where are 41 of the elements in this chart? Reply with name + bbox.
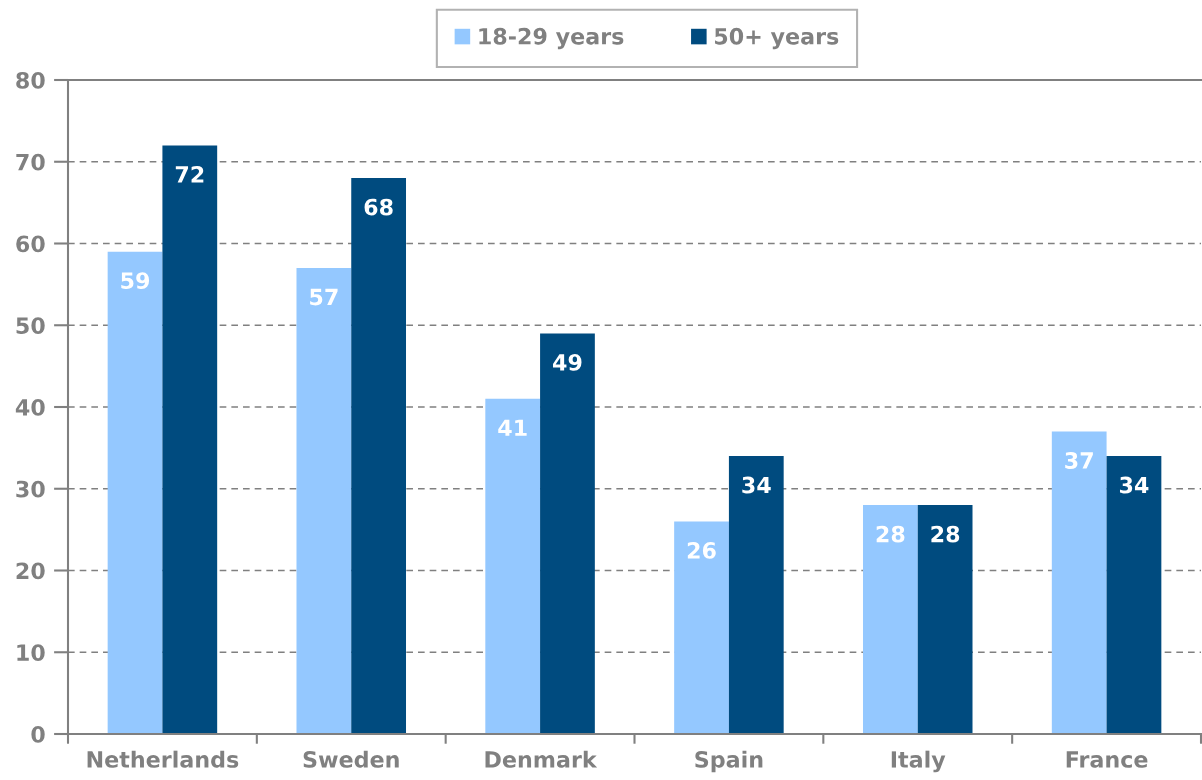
y-tick-label: 10 — [17, 644, 45, 662]
data-label: 28 — [931, 525, 960, 543]
bar — [540, 333, 595, 734]
y-tick-label: 30 — [16, 480, 45, 498]
x-tick-label: Denmark — [485, 750, 598, 768]
bar — [728, 456, 784, 734]
bar — [1106, 456, 1162, 734]
y-tick-label: 0 — [31, 725, 45, 743]
y-tick-label: 20 — [16, 562, 45, 580]
bar — [1051, 431, 1107, 734]
y-tick-label: 50 — [16, 317, 45, 335]
bar — [296, 268, 352, 734]
data-label: 49 — [553, 354, 582, 371]
y-tick-label: 60 — [16, 235, 45, 253]
x-tick-label: Italy — [891, 750, 946, 773]
x-tick-label: Sweden — [303, 750, 399, 768]
data-label: 68 — [364, 198, 393, 216]
data-label: 37 — [1065, 452, 1093, 469]
y-tick-label: 80 — [16, 71, 45, 89]
bar — [862, 505, 918, 734]
legend-label: 18-29 years — [479, 27, 624, 50]
data-label: 26 — [687, 542, 716, 559]
data-label: 41 — [498, 419, 527, 436]
bar — [351, 178, 407, 734]
legend-label: 50+ years — [715, 27, 839, 50]
bar — [485, 398, 541, 734]
bar — [917, 505, 973, 734]
x-tick-label: France — [1066, 751, 1148, 768]
data-label: 34 — [1119, 476, 1149, 494]
data-label: 72 — [175, 165, 204, 183]
bar — [162, 145, 218, 734]
x-tick-label: Netherlands — [87, 750, 239, 768]
data-label: 57 — [310, 288, 338, 306]
bar — [107, 251, 163, 734]
data-label: 28 — [876, 525, 905, 543]
y-tick-label: 70 — [16, 153, 45, 171]
y-tick-label: 40 — [15, 398, 45, 416]
data-label: 59 — [121, 272, 150, 290]
x-tick-label: Spain — [695, 750, 763, 773]
data-label: 34 — [742, 476, 771, 494]
bar — [674, 521, 729, 734]
